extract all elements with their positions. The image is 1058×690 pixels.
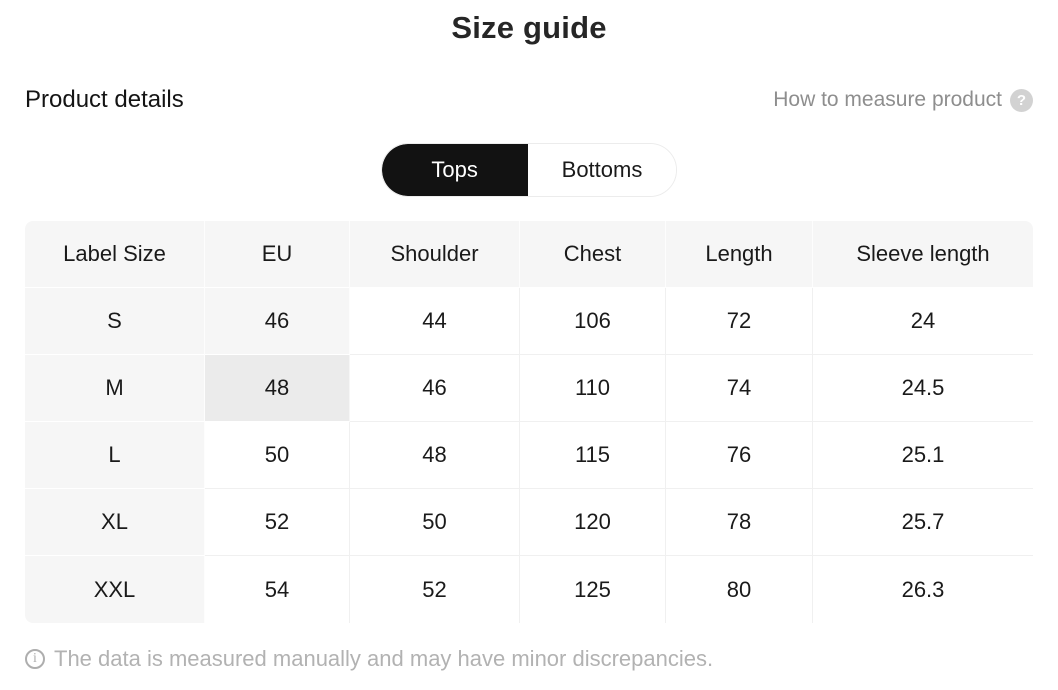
column-header-length: Length	[666, 221, 813, 288]
tab-tops[interactable]: Tops	[381, 144, 528, 196]
size-table: Label Size EU Shoulder Chest Length Slee…	[25, 221, 1033, 623]
column-header-shoulder: Shoulder	[350, 221, 520, 288]
cell-eu-highlighted: 48	[205, 355, 350, 422]
cell-eu: 46	[205, 288, 350, 355]
how-to-measure-label: How to measure product	[773, 88, 1002, 111]
info-circle-icon: i	[25, 649, 45, 669]
category-toggle: Tops Bottoms	[380, 143, 678, 197]
cell-shoulder: 50	[350, 489, 520, 556]
cell-chest: 106	[520, 288, 666, 355]
cell-shoulder: 44	[350, 288, 520, 355]
cell-label-size: XXL	[25, 556, 205, 623]
page-title: Size guide	[451, 10, 607, 45]
question-circle-icon[interactable]: ?	[1010, 88, 1033, 112]
table-row-xl: XL 52 50 120 78 25.7	[25, 489, 1033, 556]
cell-sleeve-length: 24	[813, 288, 1033, 355]
cell-chest: 120	[520, 489, 666, 556]
cell-label-size: L	[25, 422, 205, 489]
table-row-xxl: XXL 54 52 125 80 26.3	[25, 556, 1033, 623]
cell-eu: 54	[205, 556, 350, 623]
how-to-measure-link[interactable]: How to measure product ?	[773, 88, 1033, 112]
cell-length: 72	[666, 288, 813, 355]
cell-eu: 52	[205, 489, 350, 556]
table-header-row: Label Size EU Shoulder Chest Length Slee…	[25, 221, 1033, 288]
cell-chest: 115	[520, 422, 666, 489]
product-details-label: Product details	[25, 86, 184, 113]
table-row-l: L 50 48 115 76 25.1	[25, 422, 1033, 489]
cell-label-size: S	[25, 288, 205, 355]
column-header-chest: Chest	[520, 221, 666, 288]
tab-bottoms[interactable]: Bottoms	[527, 144, 677, 196]
cell-length: 80	[666, 556, 813, 623]
footer-note-text: The data is measured manually and may ha…	[54, 646, 714, 671]
cell-length: 74	[666, 355, 813, 422]
meta-row: Product details How to measure product ?	[0, 86, 1058, 114]
cell-length: 76	[666, 422, 813, 489]
cell-chest: 125	[520, 556, 666, 623]
cell-chest: 110	[520, 355, 666, 422]
cell-label-size: XL	[25, 489, 205, 556]
column-header-label-size: Label Size	[25, 221, 205, 288]
category-toggle-wrap: Tops Bottoms	[0, 143, 1058, 197]
column-header-eu: EU	[205, 221, 350, 288]
cell-label-size: M	[25, 355, 205, 422]
cell-sleeve-length: 25.1	[813, 422, 1033, 489]
cell-sleeve-length: 26.3	[813, 556, 1033, 623]
footer-note: i The data is measured manually and may …	[0, 646, 1058, 672]
table-row-s: S 46 44 106 72 24	[25, 288, 1033, 355]
column-header-sleeve-length: Sleeve length	[813, 221, 1033, 288]
cell-shoulder: 48	[350, 422, 520, 489]
cell-sleeve-length: 24.5	[813, 355, 1033, 422]
cell-shoulder: 46	[350, 355, 520, 422]
cell-sleeve-length: 25.7	[813, 489, 1033, 556]
cell-shoulder: 52	[350, 556, 520, 623]
cell-length: 78	[666, 489, 813, 556]
cell-eu: 50	[205, 422, 350, 489]
table-row-m: M 48 46 110 74 24.5	[25, 355, 1033, 422]
